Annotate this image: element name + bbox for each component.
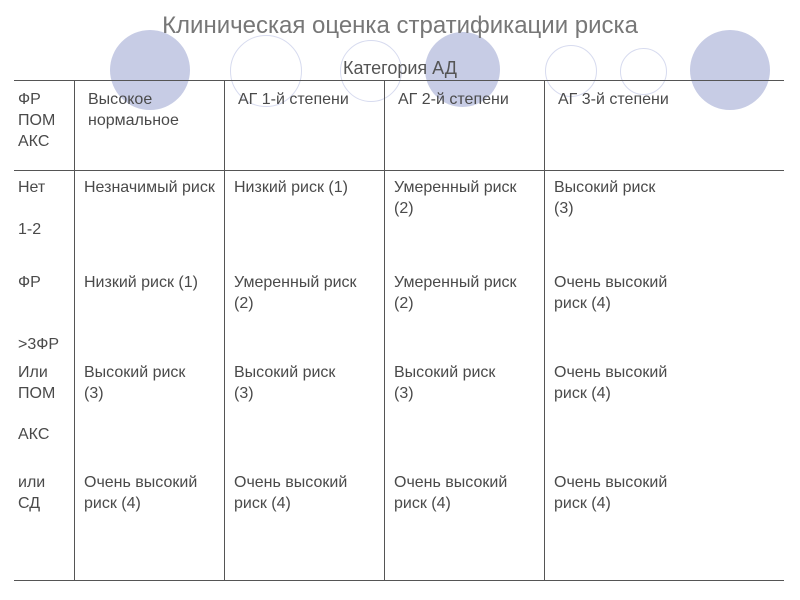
table-cell: Высокий риск(3): [550, 178, 784, 220]
row-header-line: АКС: [18, 425, 70, 446]
table-cell-line: Умеренный риск: [234, 273, 380, 294]
table-cell-line: Низкий риск (1): [84, 273, 220, 294]
table-cell-line: Очень высокий: [554, 473, 780, 494]
row-header: ФР >3ФР: [14, 273, 74, 356]
col-header: Высокоенормальное: [84, 90, 224, 132]
row-header-line: Нет: [18, 178, 70, 199]
table-cell: Очень высокийриск (4): [550, 473, 784, 515]
table-cell-line: Очень высокий: [554, 273, 780, 294]
row-header-line: 1-2: [18, 220, 70, 241]
table-cell: Низкий риск (1): [80, 273, 224, 294]
row-header-line: ПОМ: [18, 384, 70, 405]
row-header-line: ФР: [18, 273, 70, 294]
row-header-line: Или: [18, 363, 70, 384]
table-cell-line: (2): [394, 294, 540, 315]
page-title: Клиническая оценка стратификации риска: [0, 12, 800, 40]
table-cell: Очень высокийриск (4): [390, 473, 544, 515]
table-cell-line: риск (4): [554, 494, 780, 515]
table-cell-line: риск (4): [554, 294, 780, 315]
table-cell-line: Высокий риск: [234, 363, 380, 384]
table-cell: Очень высокийриск (4): [80, 473, 224, 515]
table-vline: [544, 80, 545, 580]
table-cell: Незначимый риск: [80, 178, 224, 199]
table-cell-line: Незначимый риск: [84, 178, 220, 199]
row-header-title-line: ПОМ: [18, 111, 70, 132]
table-cell: Умеренный риск(2): [230, 273, 384, 315]
table-cell-line: (3): [234, 384, 380, 405]
row-header-title-line: АКС: [18, 132, 70, 153]
table-hline: [14, 170, 784, 171]
table-cell: Высокий риск(3): [230, 363, 384, 405]
col-header: АГ 3-й степени: [554, 90, 784, 111]
row-header-line: [18, 315, 70, 336]
table-cell-line: (2): [234, 294, 380, 315]
table-cell: Высокий риск(3): [80, 363, 224, 405]
table-cell-line: Очень высокий: [554, 363, 780, 384]
col-header-line: Высокое: [88, 90, 220, 111]
col-header-line: АГ 2-й степени: [398, 90, 540, 111]
table-cell-line: Очень высокий: [234, 473, 380, 494]
row-header-line: >3ФР: [18, 335, 70, 356]
table-cell-line: риск (4): [394, 494, 540, 515]
row-header-line: или: [18, 473, 70, 494]
row-header-line: СД: [18, 494, 70, 515]
table-vline: [224, 80, 225, 580]
table-cell-line: Умеренный риск: [394, 273, 540, 294]
table-hline: [14, 580, 784, 581]
row-header-line: [18, 294, 70, 315]
row-header-line: [18, 405, 70, 426]
table-cell: Очень высокийриск (4): [550, 363, 784, 405]
table-cell-line: Низкий риск (1): [234, 178, 380, 199]
table-cell-line: (2): [394, 199, 540, 220]
table-cell-line: Высокий риск: [394, 363, 540, 384]
table-vline: [384, 80, 385, 580]
col-header: АГ 1-й степени: [234, 90, 384, 111]
table-vline: [74, 80, 75, 580]
table-cell: Высокий риск(3): [390, 363, 544, 405]
row-header: илиСД: [14, 473, 74, 515]
row-header-title: ФРПОМАКС: [14, 90, 74, 152]
col-header-line: АГ 3-й степени: [558, 90, 780, 111]
row-header-title-line: ФР: [18, 90, 70, 111]
table-cell-line: Высокий риск: [554, 178, 780, 199]
row-header: ИлиПОМ АКС: [14, 363, 74, 446]
table-cell: Очень высокийриск (4): [230, 473, 384, 515]
table-cell-line: (3): [554, 199, 780, 220]
table-cell-line: Очень высокий: [84, 473, 220, 494]
table-cell-line: (3): [394, 384, 540, 405]
table-cell-line: Очень высокий: [394, 473, 540, 494]
col-header-line: нормальное: [88, 111, 220, 132]
row-header-line: [18, 199, 70, 220]
table-cell-line: риск (4): [554, 384, 780, 405]
table-cell-line: риск (4): [234, 494, 380, 515]
table-hline: [14, 80, 784, 81]
row-header: Нет 1-2: [14, 178, 74, 240]
table-cell: Очень высокийриск (4): [550, 273, 784, 315]
table-cell-line: Умеренный риск: [394, 178, 540, 199]
table-cell-line: (3): [84, 384, 220, 405]
col-header-line: АГ 1-й степени: [238, 90, 380, 111]
table-category-label: Категория АД: [0, 58, 800, 79]
table-cell-line: Высокий риск: [84, 363, 220, 384]
col-header: АГ 2-й степени: [394, 90, 544, 111]
table-cell: Умеренный риск(2): [390, 273, 544, 315]
table-cell: Умеренный риск(2): [390, 178, 544, 220]
table-cell: Низкий риск (1): [230, 178, 384, 199]
table-cell-line: риск (4): [84, 494, 220, 515]
